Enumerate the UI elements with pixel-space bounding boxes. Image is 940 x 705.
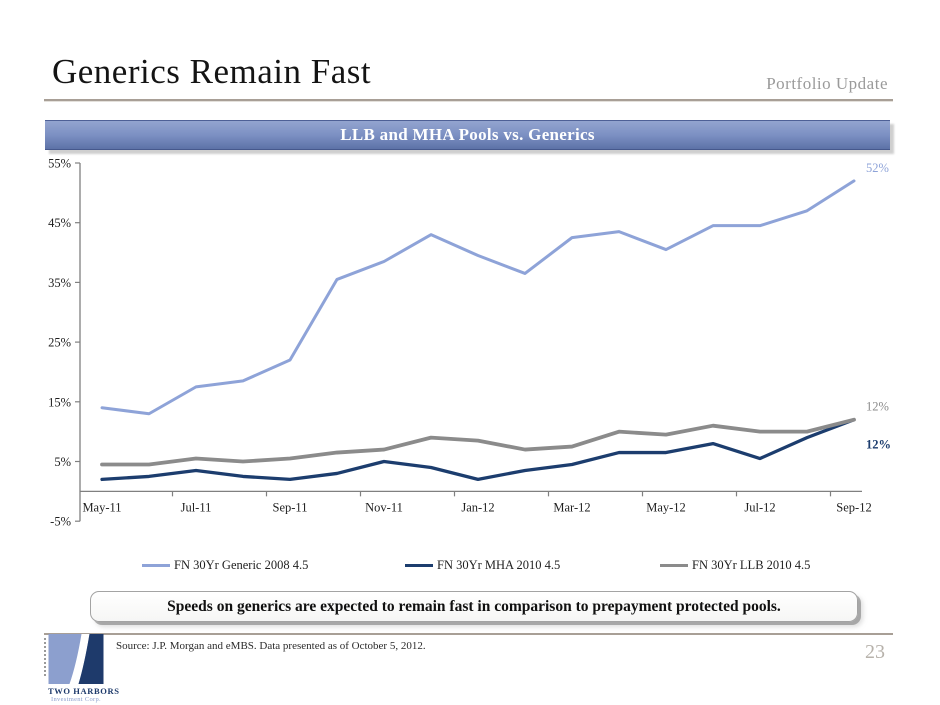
callout-text: Speeds on generics are expected to remai… <box>167 597 781 615</box>
logo-subtitle: Investment Corp. <box>51 696 101 703</box>
chart-title: LLB and MHA Pools vs. Generics <box>340 125 595 144</box>
y-tick-label: 5% <box>54 455 71 469</box>
series-end-label-0: 52% <box>866 161 889 175</box>
x-tick-label: Mar-12 <box>553 500 590 514</box>
logo-vertical-text <box>44 638 46 678</box>
logo-name: TWO HARBORS <box>48 686 120 696</box>
x-tick-label: Nov-11 <box>365 500 403 514</box>
series-end-label-2: 12% <box>866 400 889 414</box>
legend-swatch-mha <box>405 563 433 568</box>
x-tick-label: Jan-12 <box>461 500 494 514</box>
series-end-label-1: 12% <box>866 438 891 452</box>
callout-box: Speeds on generics are expected to remai… <box>90 591 858 622</box>
x-tick-label: Jul-12 <box>744 500 775 514</box>
y-tick-label: 55% <box>48 158 71 171</box>
page-title: Generics Remain Fast <box>52 52 372 91</box>
series-line-2 <box>100 417 856 467</box>
y-tick-label: 15% <box>48 395 71 409</box>
x-tick-label: Sep-11 <box>273 500 308 514</box>
x-tick-label: May-12 <box>646 500 686 514</box>
x-tick-label: Sep-12 <box>836 500 871 514</box>
chart-title-bar: LLB and MHA Pools vs. Generics <box>45 120 890 150</box>
legend-swatch-llb <box>660 563 688 568</box>
line-chart: 55% 45% 35% 25% 15% 5% -5% May-11 Jul-11 Sep-11 No… <box>40 157 940 533</box>
series-line-1 <box>100 418 856 482</box>
legend-item-generic: FN 30Yr Generic 2008 4.5 <box>142 558 308 573</box>
page-number: 23 <box>865 641 885 663</box>
legend-label-mha: FN 30Yr MHA 2010 4.5 <box>437 558 561 572</box>
series-line-0 <box>100 179 856 416</box>
y-tick-label: -5% <box>50 515 71 529</box>
legend-item-llb: FN 30Yr LLB 2010 4.5 <box>660 558 810 573</box>
legend-label-llb: FN 30Yr LLB 2010 4.5 <box>692 558 811 572</box>
y-tick-label: 35% <box>48 276 71 290</box>
x-tick-label: May-11 <box>82 500 121 514</box>
legend-label-generic: FN 30Yr Generic 2008 4.5 <box>174 558 309 572</box>
y-tick-label: 25% <box>48 336 71 350</box>
legend-swatch-generic <box>142 564 170 567</box>
x-tick-label: Jul-11 <box>181 500 212 514</box>
source-note: Source: J.P. Morgan and eMBS. Data prese… <box>116 640 426 652</box>
header-divider <box>44 99 893 102</box>
legend-item-mha: FN 30Yr MHA 2010 4.5 <box>405 558 560 573</box>
footer-divider <box>44 633 893 635</box>
y-tick-label: 45% <box>48 216 71 230</box>
logo-mark-icon <box>48 634 104 684</box>
header-subtitle: Portfolio Update <box>766 74 888 93</box>
company-logo: TWO HARBORS Investment Corp. <box>44 634 120 703</box>
chart-svg: 55% 45% 35% 25% 15% 5% -5% May-11 Jul-11 Sep-11 No… <box>48 157 891 529</box>
